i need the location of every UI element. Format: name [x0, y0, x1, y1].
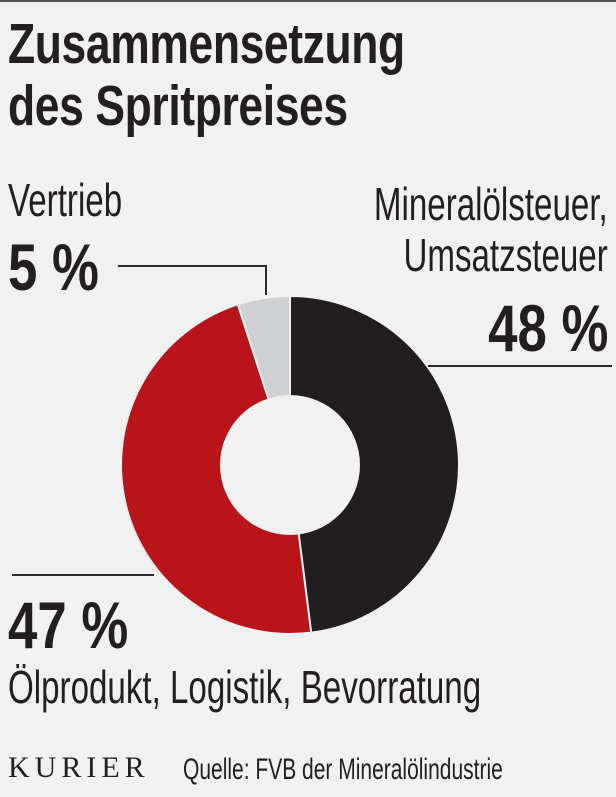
- label-mineral-line-1: Mineralölsteuer,: [283, 181, 608, 227]
- value-oel: 47 %: [8, 592, 158, 658]
- label-oel: Ölprodukt, Logistik, Bevorratung: [8, 664, 616, 710]
- slice-mineral: [289, 294, 460, 634]
- kurier-logo: KURIER: [8, 751, 150, 784]
- source-note-text: Quelle: FVB der Mineralölindustrie: [183, 753, 503, 786]
- value-oel-text: 47 %: [8, 588, 129, 662]
- label-mineral-line-2: Umsatzsteuer: [324, 232, 608, 278]
- source-note: Quelle: FVB der Mineralölindustrie: [183, 754, 616, 786]
- value-vertrieb: 5 %: [8, 234, 122, 300]
- title-line-1-text: Zusammensetzung: [8, 12, 405, 76]
- label-vertrieb: Vertrieb: [8, 177, 167, 223]
- chart-title-line-2: des Spritpreises: [8, 78, 444, 135]
- leader-line-vertrieb-horizontal: [118, 265, 267, 267]
- leader-line-vertrieb-vertical: [265, 265, 267, 295]
- label-mineral-line-2-text: Umsatzsteuer: [403, 229, 608, 281]
- value-mineral: 48 %: [458, 295, 608, 361]
- value-mineral-text: 48 %: [487, 291, 608, 365]
- value-vertrieb-text: 5 %: [8, 230, 99, 304]
- label-vertrieb-text: Vertrieb: [8, 174, 123, 226]
- label-oel-text: Ölprodukt, Logistik, Bevorratung: [8, 661, 482, 713]
- title-line-2-text: des Spritpreises: [8, 74, 348, 138]
- label-mineral-line-1-text: Mineralölsteuer,: [374, 178, 608, 230]
- chart-title-line-1: Zusammensetzung: [8, 16, 517, 73]
- leader-line-oel: [12, 574, 154, 576]
- leader-line-mineral: [428, 365, 612, 367]
- donut-hole: [220, 395, 360, 535]
